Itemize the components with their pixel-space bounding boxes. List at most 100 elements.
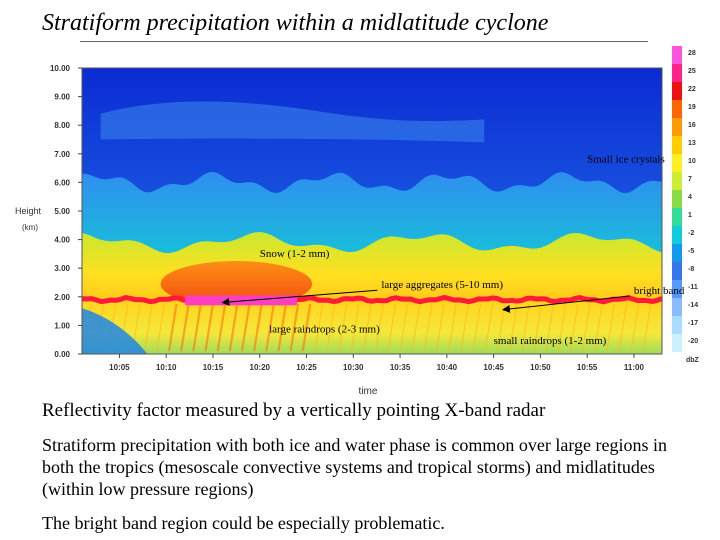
x-tick-label: 10:10 [156, 363, 177, 372]
rain-streak [180, 303, 190, 352]
colorbar-swatch [672, 190, 682, 208]
x-tick-label: 10:25 [296, 363, 317, 372]
annotation-label: large raindrops (2-3 mm) [269, 324, 380, 336]
colorbar-swatch [672, 262, 682, 280]
annotation-label: small raindrops (1-2 mm) [494, 335, 607, 347]
y-tick-label: 7.00 [54, 150, 70, 159]
rain-streak [472, 303, 482, 352]
rain-layer [82, 302, 662, 354]
colorbar: 28 25 22 19 16 13 10 7 4 1 -2 -5 -8 -11 -14 -17 -20 dbZ [672, 46, 700, 364]
y-tick-label: 5.00 [54, 207, 70, 216]
rain-streak [448, 303, 457, 352]
rain-streak [435, 303, 445, 352]
ice-wisps [100, 101, 485, 143]
rain-streak [338, 303, 348, 352]
rain-streak [156, 303, 165, 352]
rain-streak [533, 303, 542, 352]
colorbar-swatch [672, 172, 682, 190]
colorbar-swatch [672, 298, 682, 316]
colorbar-level-label: -2 [688, 230, 694, 237]
y-tick-label: 0.00 [54, 350, 70, 359]
y-tick-label: 2.00 [54, 293, 70, 302]
annotation-label: Snow (1-2 mm) [260, 248, 330, 260]
radar-chart: 0.00 1.00 2.00 3.00 4.00 5.00 6.00 7.00 8.00 9.00… [15, 46, 700, 397]
rain-streak [350, 303, 360, 352]
colorbar-swatch [672, 118, 682, 136]
x-axis-label: time [359, 386, 378, 397]
rain-streak [594, 303, 603, 352]
y-axis-label-unit: (km) [22, 223, 38, 232]
y-tick-label: 10.00 [50, 64, 71, 73]
rain-streak [569, 303, 579, 352]
annotations: Small ice crystals Snow (1-2 mm) large agg… [221, 153, 685, 347]
colorbar-level-label: 19 [688, 104, 696, 111]
rain-streak [167, 303, 178, 352]
colorbar-swatch [672, 136, 682, 154]
rain-streak [606, 303, 615, 352]
colorbar-level-label: 16 [688, 122, 696, 129]
x-tick-label: 11:00 [624, 363, 645, 372]
colorbar-level-label: -8 [688, 266, 694, 273]
colorbar-swatch [672, 100, 682, 118]
y-axis: 0.00 1.00 2.00 3.00 4.00 5.00 6.00 7.00 8.00 9.00… [50, 64, 82, 359]
rain-streak [228, 303, 239, 352]
rain-streak [545, 303, 555, 352]
y-tick-label: 1.00 [54, 321, 70, 330]
colorbar-level-label: 4 [688, 194, 692, 201]
colorbar-swatch [672, 82, 682, 100]
rain-streak [399, 303, 409, 352]
rain-streak [253, 303, 263, 352]
reflectivity-field [81, 67, 663, 355]
low-echo-left [82, 308, 148, 354]
rain-streak [375, 303, 384, 352]
x-tick-label: 10:55 [577, 363, 598, 372]
colorbar-level-label: 1 [688, 212, 692, 219]
title-underline [80, 41, 648, 42]
x-tick-label: 10:50 [530, 363, 551, 372]
colorbar-swatch [672, 244, 682, 262]
rain-streak [277, 303, 288, 352]
rain-streak [240, 303, 251, 352]
x-tick-label: 10:20 [250, 363, 271, 372]
rain-streak [642, 303, 652, 352]
rain-streak [216, 303, 227, 352]
colorbar-level-label: 28 [688, 50, 696, 57]
colorbar-level-label: -14 [688, 302, 698, 309]
rain-streak [314, 303, 324, 352]
rain-streak [301, 303, 312, 352]
x-tick-label: 10:15 [203, 363, 224, 372]
colorbar-level-label: 10 [688, 158, 696, 165]
colorbar-level-label: -20 [688, 338, 698, 345]
colorbar-level-label: 25 [688, 68, 696, 75]
colorbar-swatch [672, 46, 682, 64]
rain-streak [557, 303, 567, 352]
colorbar-level-label: 22 [688, 86, 696, 93]
rain-streak [581, 303, 591, 352]
rain-streak [630, 303, 640, 352]
y-tick-label: 6.00 [54, 178, 70, 187]
colorbar-level-label: 7 [688, 176, 692, 183]
colorbar-swatch [672, 334, 682, 352]
bright-band-line [81, 294, 663, 305]
y-tick-label: 4.00 [54, 236, 70, 245]
y-axis-label-height: Height [15, 206, 42, 216]
rain-streak [460, 303, 469, 352]
colorbar-swatch [672, 316, 682, 334]
x-tick-label: 10:35 [390, 363, 411, 372]
rain-streak [618, 303, 628, 352]
rain-streak [289, 303, 300, 352]
x-tick-label: 10:45 [483, 363, 504, 372]
rain-streak [521, 303, 530, 352]
colorbar-swatch [672, 280, 682, 298]
rain-streak [265, 303, 275, 352]
rain-streak [484, 303, 494, 352]
x-tick-label: 10:30 [343, 363, 364, 372]
annotation-arrow [501, 295, 630, 313]
paragraph-bright-band: The bright band region could be especial… [42, 513, 445, 533]
annotation-label: bright band [634, 285, 685, 297]
x-axis: 10:05 10:10 10:15 10:20 10:25 10:30 10:35 10:40… [109, 354, 644, 372]
slide-title: Stratiform precipitation within a midlat… [42, 10, 549, 36]
rain-streak [192, 303, 202, 352]
rain-streak [411, 303, 421, 352]
rain-streak [204, 303, 215, 352]
